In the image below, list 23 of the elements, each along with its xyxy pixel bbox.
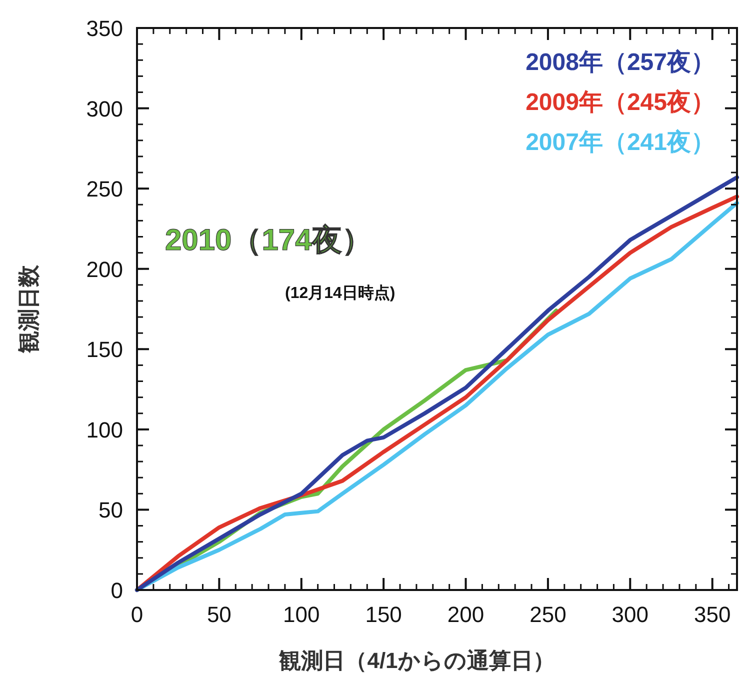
text: 2007年（241夜） — [526, 129, 715, 156]
x-tick-label: 300 — [612, 602, 649, 627]
x-tick-label: 200 — [447, 602, 484, 627]
y-tick-label: 200 — [86, 256, 123, 282]
text: 2009年（245夜） — [526, 89, 715, 116]
y-tick-label: 0 — [110, 578, 123, 603]
x-tick-label: 150 — [365, 602, 402, 627]
text: 2008年（257夜） — [526, 49, 715, 76]
x-tick-label: 100 — [283, 602, 320, 627]
annotation: (12月14日時点) — [285, 284, 396, 302]
x-tick-label: 0 — [130, 602, 144, 627]
y-tick-label: 300 — [86, 96, 123, 122]
text: 2010（174夜） — [165, 223, 372, 257]
y-tick-label: 50 — [98, 498, 123, 523]
y-tick-label: 100 — [86, 417, 123, 442]
x-tick-label: 350 — [694, 602, 731, 627]
x-tick-label: 50 — [206, 602, 232, 627]
y-axis-title: 観測日数 — [16, 264, 41, 354]
y-tick-label: 350 — [86, 16, 123, 41]
x-axis-title: 観測日（4/1からの通算日） — [278, 648, 555, 673]
y-tick-label: 150 — [86, 337, 123, 362]
x-tick-label: 250 — [530, 602, 566, 627]
y-tick-label: 250 — [86, 176, 123, 202]
